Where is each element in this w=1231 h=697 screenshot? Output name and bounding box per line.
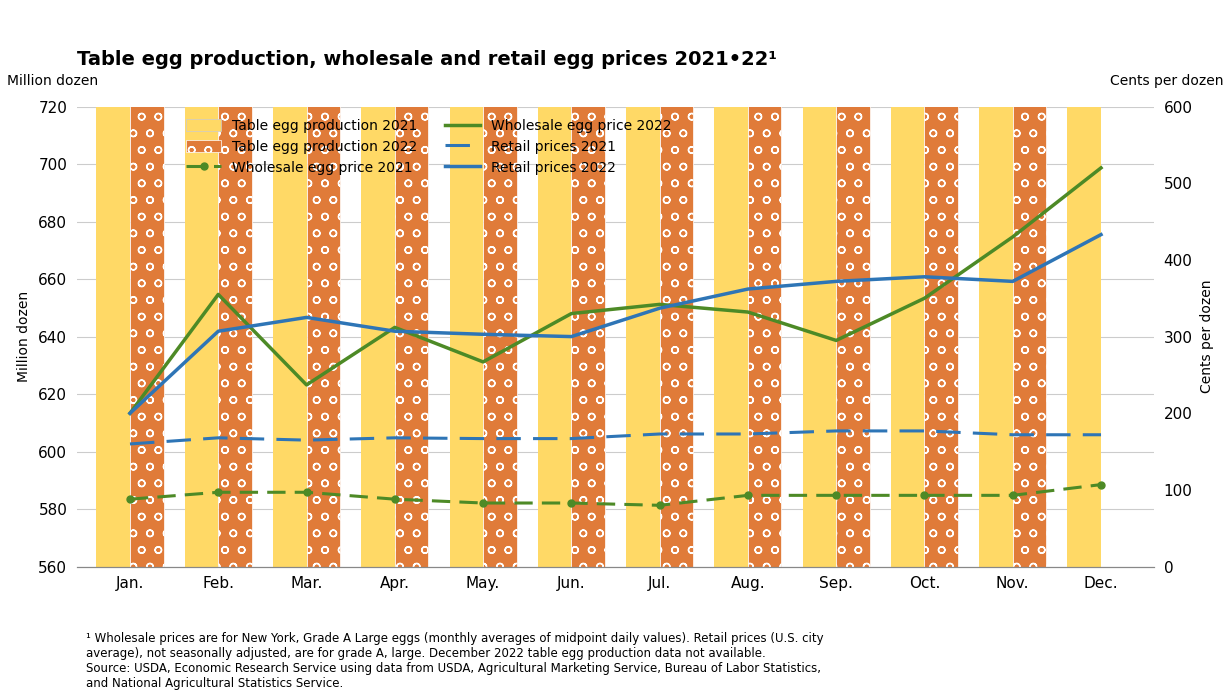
Bar — [307, 0, 340, 567]
Bar — [924, 0, 958, 567]
Bar — [714, 0, 748, 567]
Text: Million dozen: Million dozen — [7, 74, 98, 88]
Bar — [891, 0, 924, 567]
Legend: Table egg production 2021, Table egg production 2022, Wholesale egg price 2021, : Table egg production 2021, Table egg pro… — [181, 114, 677, 181]
Bar — [748, 0, 782, 567]
Bar — [130, 0, 164, 567]
Bar — [96, 0, 130, 567]
Y-axis label: Million dozen: Million dozen — [17, 291, 31, 382]
Bar — [218, 0, 252, 567]
Bar — [483, 0, 517, 567]
Bar — [449, 0, 483, 567]
Bar — [836, 0, 870, 567]
Bar — [273, 0, 307, 567]
Bar — [979, 0, 1013, 567]
Text: Cents per dozen: Cents per dozen — [1110, 74, 1224, 88]
Bar — [627, 0, 660, 567]
Bar — [660, 0, 693, 567]
Bar — [803, 0, 836, 567]
Bar — [571, 0, 604, 567]
Bar — [1067, 0, 1101, 567]
Bar — [538, 0, 571, 567]
Text: ¹ Wholesale prices are for New York, Grade A Large eggs (monthly averages of mid: ¹ Wholesale prices are for New York, Gra… — [86, 632, 824, 690]
Text: Table egg production, wholesale and retail egg prices 2021•22¹: Table egg production, wholesale and reta… — [78, 50, 777, 69]
Bar — [361, 0, 395, 567]
Bar — [395, 0, 428, 567]
Bar — [185, 0, 218, 567]
Bar — [1013, 0, 1046, 567]
Y-axis label: Cents per dozen: Cents per dozen — [1200, 279, 1214, 393]
